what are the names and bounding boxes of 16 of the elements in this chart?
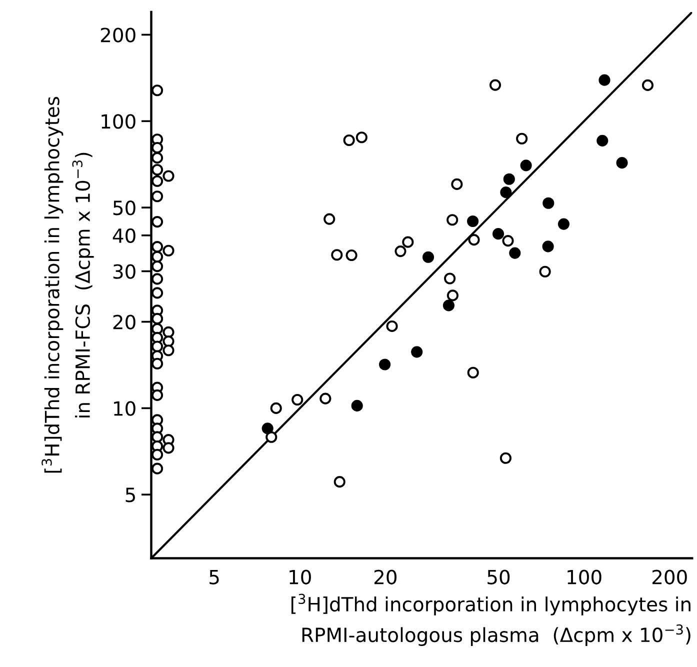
y-tick-label: 5 [126,488,135,502]
y-tick-label: 20 [113,314,136,330]
y-tick-label: 50 [113,200,136,216]
y-tick-label: 40 [112,228,136,244]
x-axis-title: [$^{3}$H]dThd incorporation in lymphocytes in RPMI-autologous plasma (Δcpm x 10$^{−3}$) [291,594,690,646]
x-tick-label: 200 [652,570,687,584]
y-tick-label: 10 [114,401,136,416]
x-tick-label: 20 [374,570,396,584]
x-tick-label: 100 [568,570,602,584]
y-tick-label: 30 [113,264,136,279]
x-tick-label: 5 [210,570,219,584]
y-axis-title: [$^{3}$H]dThd incorporation in lymphocytes in RPMI-FCS (Δcpm x 10$^{−3}$) [42,96,94,473]
x-tick-label: 10 [290,570,311,584]
y-tick-label: 200 [100,28,136,42]
y-tick-label: 100 [102,114,136,129]
x-tick-label: 50 [488,570,510,584]
